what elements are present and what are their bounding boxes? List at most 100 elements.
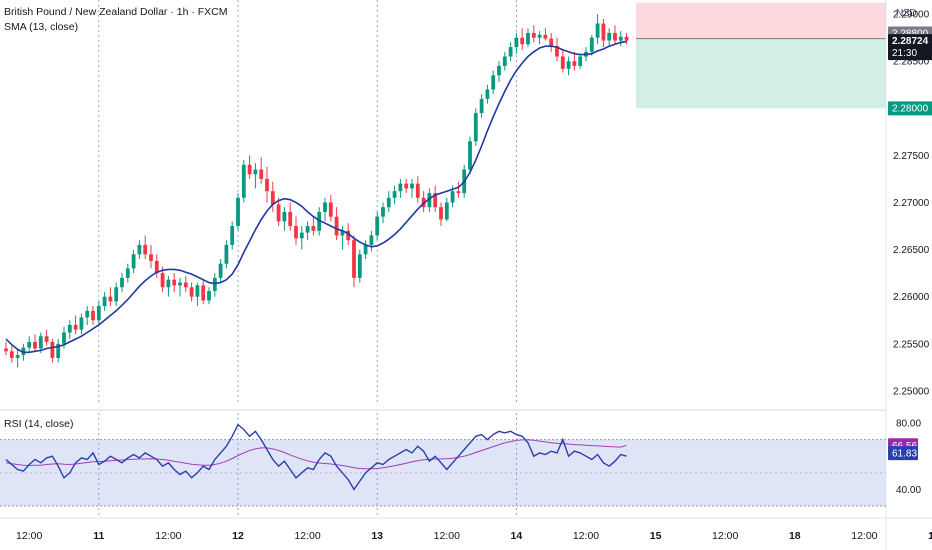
- candle-body: [323, 202, 327, 212]
- candle-body: [589, 37, 594, 52]
- candle-body: [578, 56, 583, 66]
- candle-body: [91, 310, 95, 321]
- candle-body: [241, 164, 246, 198]
- candle-body: [62, 332, 66, 344]
- candle-body: [96, 306, 101, 321]
- candle: [323, 197, 327, 222]
- candle-body: [207, 291, 211, 301]
- sma-indicator-label[interactable]: SMA (13, close): [4, 21, 78, 33]
- candle: [149, 244, 153, 269]
- candle-body: [415, 183, 420, 198]
- candle-body: [555, 46, 559, 57]
- candle: [166, 275, 171, 297]
- take-profit-zone[interactable]: [636, 38, 886, 109]
- time-axis[interactable]: 12:00 11 12:00 12 12:00 13 12:00 14 12:00 15 12:00…: [16, 530, 932, 542]
- candle-body: [369, 235, 374, 245]
- candle: [172, 273, 177, 292]
- candle-body: [520, 37, 525, 45]
- candle-body: [537, 34, 542, 38]
- candle-body: [439, 207, 443, 220]
- candle: [108, 287, 113, 307]
- candle: [73, 315, 78, 335]
- candle: [85, 306, 90, 325]
- candle: [392, 185, 397, 205]
- price-tick-label: 2.28500: [893, 57, 930, 68]
- candle: [589, 34, 594, 56]
- candle: [404, 178, 409, 194]
- candle: [555, 37, 559, 62]
- candle-body: [485, 89, 490, 99]
- candle: [44, 329, 49, 346]
- candle: [56, 339, 61, 363]
- candle: [433, 185, 438, 212]
- candle-body: [346, 230, 351, 241]
- candle: [67, 320, 72, 340]
- candle-body: [427, 193, 432, 208]
- candle-body: [311, 226, 316, 231]
- candle-body: [137, 244, 142, 255]
- candle: [624, 32, 629, 45]
- candle-body: [9, 351, 14, 358]
- candle-body: [108, 296, 113, 302]
- rsi-tick-label: 80.00: [896, 418, 921, 429]
- candle-body: [131, 254, 136, 269]
- rsi-indicator-label[interactable]: RSI (14, close): [4, 418, 73, 430]
- candle: [537, 31, 542, 45]
- candle-body: [381, 207, 385, 217]
- time-tick-label: 12:00: [294, 530, 320, 542]
- time-tick-label: 12:00: [573, 530, 599, 542]
- candle-body: [230, 226, 235, 245]
- candle: [514, 32, 519, 54]
- price-tick-label: 2.25500: [893, 339, 930, 350]
- candle-body: [299, 232, 304, 239]
- price-tick-label: 2.25000: [893, 386, 930, 397]
- time-tick-label: 12:00: [434, 530, 460, 542]
- candle-body: [265, 178, 269, 192]
- target-price-badge: 2.28000: [888, 101, 932, 116]
- candle-body: [143, 244, 148, 255]
- candle-body: [50, 341, 55, 358]
- candle: [497, 61, 501, 82]
- candle-body: [236, 197, 240, 227]
- candle-body: [595, 23, 600, 38]
- rsi-axis[interactable]: 80.00 40.00: [896, 418, 921, 495]
- candle: [50, 339, 55, 363]
- candle-body: [288, 211, 293, 227]
- candle: [294, 216, 298, 245]
- candle: [178, 277, 182, 297]
- candle-body: [543, 34, 548, 39]
- candle: [479, 94, 484, 118]
- candle-body: [125, 268, 130, 278]
- candle: [305, 221, 310, 241]
- candle: [224, 240, 229, 269]
- candle: [334, 207, 339, 241]
- candle: [410, 178, 414, 198]
- price-axis[interactable]: NZD 2.29000 2.28500 2.28000 2.27500 2.27000 2…: [893, 8, 930, 397]
- candle: [253, 162, 258, 189]
- time-tick-label: 19: [928, 530, 932, 542]
- candle-body: [624, 36, 629, 41]
- candle: [154, 254, 159, 278]
- price-tick-label: 2.27500: [893, 151, 930, 162]
- candle-body: [85, 310, 90, 318]
- candle-body: [160, 273, 165, 288]
- candle-body: [294, 226, 298, 239]
- rsi-ma-line: [5, 439, 627, 470]
- stop-loss-zone[interactable]: [636, 2, 886, 39]
- candle: [282, 207, 287, 231]
- candle-body: [392, 191, 397, 198]
- candle-body: [508, 47, 513, 57]
- candle: [369, 230, 374, 252]
- candle-body: [224, 244, 229, 264]
- candle-body: [334, 216, 339, 236]
- chart-title: British Pound / New Zealand Dollar · 1h …: [4, 6, 228, 18]
- rsi-line: [5, 423, 627, 491]
- rsi-band: [0, 439, 886, 507]
- sma-line: [5, 40, 627, 354]
- time-tick-label: 12:00: [712, 530, 738, 542]
- candle: [386, 191, 391, 212]
- candle-body: [166, 279, 171, 288]
- candle: [96, 301, 101, 325]
- candle: [137, 240, 142, 260]
